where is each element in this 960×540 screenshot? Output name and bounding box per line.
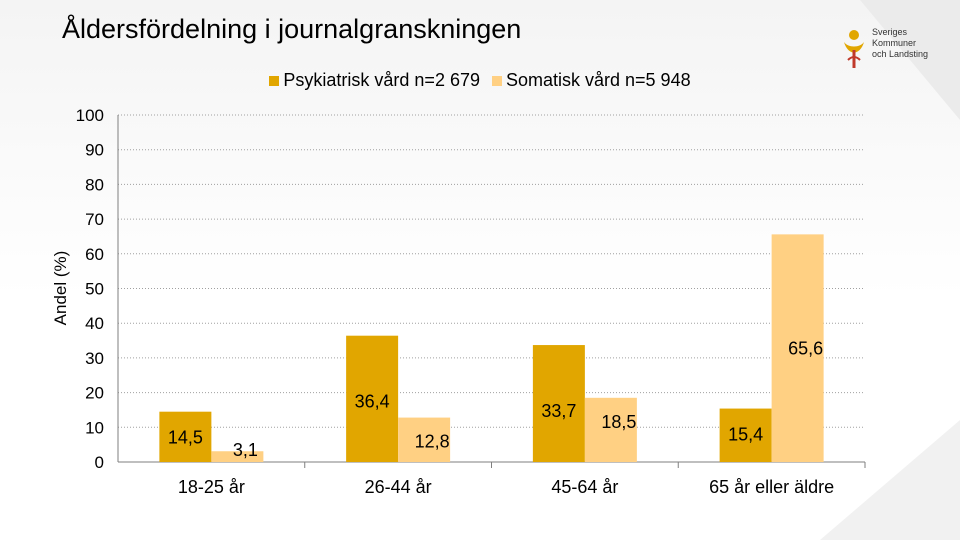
legend-swatch-somatic <box>491 75 502 86</box>
y-tick-label: 0 <box>95 453 104 472</box>
y-tick-label: 100 <box>76 106 104 125</box>
legend-item-psych: Psykiatrisk vård n=2 679 <box>269 70 480 91</box>
legend-item-somatic: Somatisk vård n=5 948 <box>491 70 691 91</box>
legend-label-somatic: Somatisk vård n=5 948 <box>505 70 691 90</box>
x-tick-label: 45-64 år <box>551 477 618 497</box>
y-tick-label: 90 <box>85 141 104 160</box>
data-label: 3,1 <box>233 440 258 460</box>
data-label: 15,4 <box>728 425 763 445</box>
logo-text: Sveriges Kommuner och Landsting <box>872 27 928 60</box>
y-tick-label: 20 <box>85 384 104 403</box>
bar-somatic <box>398 417 451 462</box>
x-tick-label: 18-25 år <box>178 477 245 497</box>
bar-psych <box>159 411 212 462</box>
data-label: 18,5 <box>601 412 636 432</box>
page-title: Åldersfördelning i journalgranskningen <box>62 14 522 44</box>
data-label: 12,8 <box>415 432 450 452</box>
x-tick-label: 65 år eller äldre <box>709 477 834 497</box>
legend-label-psych: Psykiatrisk vård n=2 679 <box>283 70 480 90</box>
y-tick-label: 70 <box>85 210 104 229</box>
y-tick-label: 40 <box>85 314 104 333</box>
logo-line: Kommuner <box>872 38 917 48</box>
chart-legend: Psykiatrisk vård n=2 679 Somatisk vård n… <box>0 70 960 91</box>
bar-psych <box>719 408 772 462</box>
logo-line: Sveriges <box>872 27 908 37</box>
data-label: 33,7 <box>541 401 576 421</box>
y-tick-label: 60 <box>85 245 104 264</box>
data-label: 65,6 <box>788 338 823 358</box>
y-tick-label: 10 <box>85 418 104 437</box>
bar-somatic <box>584 397 637 462</box>
y-tick-label: 50 <box>85 280 104 299</box>
legend-swatch-psych <box>269 75 280 86</box>
bar-psych <box>346 335 399 462</box>
data-label: 14,5 <box>168 428 203 448</box>
y-tick-label: 80 <box>85 175 104 194</box>
bar-somatic <box>771 234 824 462</box>
skl-logo-icon <box>844 30 864 68</box>
bar-psych <box>532 345 585 462</box>
logo-line: och Landsting <box>872 49 929 59</box>
x-tick-label: 26-44 år <box>365 477 432 497</box>
data-label: 36,4 <box>355 392 390 412</box>
y-axis-label: Andel (%) <box>51 251 70 326</box>
bar-somatic <box>211 451 264 462</box>
y-tick-label: 30 <box>85 349 104 368</box>
